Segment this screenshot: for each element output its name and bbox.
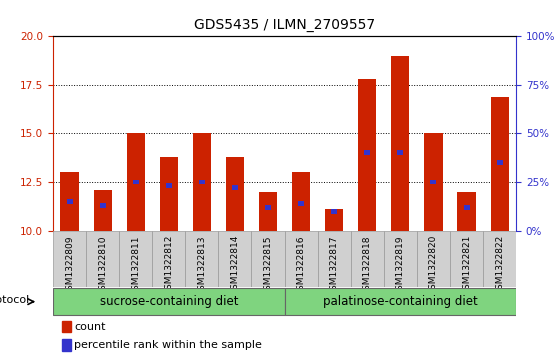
Text: GSM1322809: GSM1322809: [65, 235, 74, 295]
Bar: [265, 205, 271, 209]
FancyBboxPatch shape: [53, 288, 285, 315]
FancyBboxPatch shape: [218, 231, 252, 287]
Bar: [193, 133, 211, 231]
Text: GSM1322818: GSM1322818: [363, 235, 372, 295]
FancyBboxPatch shape: [417, 231, 450, 287]
Bar: [66, 199, 73, 204]
Bar: [490, 97, 509, 231]
FancyBboxPatch shape: [384, 231, 417, 287]
Bar: [62, 321, 71, 333]
Bar: [226, 157, 244, 231]
Title: GDS5435 / ILMN_2709557: GDS5435 / ILMN_2709557: [194, 19, 375, 33]
Text: GSM1322813: GSM1322813: [198, 235, 206, 295]
FancyBboxPatch shape: [185, 231, 218, 287]
FancyBboxPatch shape: [86, 231, 119, 287]
Bar: [62, 339, 71, 351]
Bar: [133, 180, 139, 184]
Bar: [364, 150, 371, 155]
Bar: [464, 205, 469, 209]
FancyBboxPatch shape: [152, 231, 185, 287]
Text: protocol: protocol: [0, 295, 29, 305]
Bar: [94, 190, 112, 231]
FancyBboxPatch shape: [119, 231, 152, 287]
Bar: [100, 203, 105, 208]
Bar: [298, 201, 304, 206]
Bar: [127, 133, 145, 231]
Text: palatinose-containing diet: palatinose-containing diet: [323, 295, 478, 308]
FancyBboxPatch shape: [450, 231, 483, 287]
Text: GSM1322814: GSM1322814: [230, 235, 239, 295]
Text: GSM1322819: GSM1322819: [396, 235, 405, 295]
Text: count: count: [74, 322, 106, 331]
Bar: [292, 172, 310, 231]
Bar: [60, 172, 79, 231]
Text: GSM1322822: GSM1322822: [495, 235, 504, 295]
Text: GSM1322817: GSM1322817: [330, 235, 339, 295]
Text: GSM1322812: GSM1322812: [164, 235, 174, 295]
FancyBboxPatch shape: [285, 288, 516, 315]
Bar: [166, 183, 172, 188]
Text: sucrose-containing diet: sucrose-containing diet: [99, 295, 238, 308]
FancyBboxPatch shape: [483, 231, 516, 287]
Text: GSM1322811: GSM1322811: [131, 235, 140, 295]
Text: GSM1322816: GSM1322816: [297, 235, 306, 295]
FancyBboxPatch shape: [285, 231, 318, 287]
Bar: [259, 192, 277, 231]
Bar: [430, 180, 436, 184]
Bar: [497, 160, 503, 165]
Bar: [397, 150, 403, 155]
Text: GSM1322820: GSM1322820: [429, 235, 438, 295]
Text: GSM1322821: GSM1322821: [462, 235, 471, 295]
FancyBboxPatch shape: [351, 231, 384, 287]
Text: percentile rank within the sample: percentile rank within the sample: [74, 340, 262, 350]
Bar: [391, 56, 410, 231]
Bar: [325, 209, 343, 231]
Bar: [199, 180, 205, 184]
Bar: [331, 209, 337, 213]
Bar: [458, 192, 475, 231]
FancyBboxPatch shape: [318, 231, 351, 287]
Text: GSM1322810: GSM1322810: [98, 235, 107, 295]
FancyBboxPatch shape: [53, 231, 86, 287]
Bar: [358, 79, 377, 231]
Bar: [424, 133, 442, 231]
Bar: [232, 185, 238, 190]
FancyBboxPatch shape: [252, 231, 285, 287]
Bar: [160, 157, 178, 231]
Text: GSM1322815: GSM1322815: [263, 235, 272, 295]
